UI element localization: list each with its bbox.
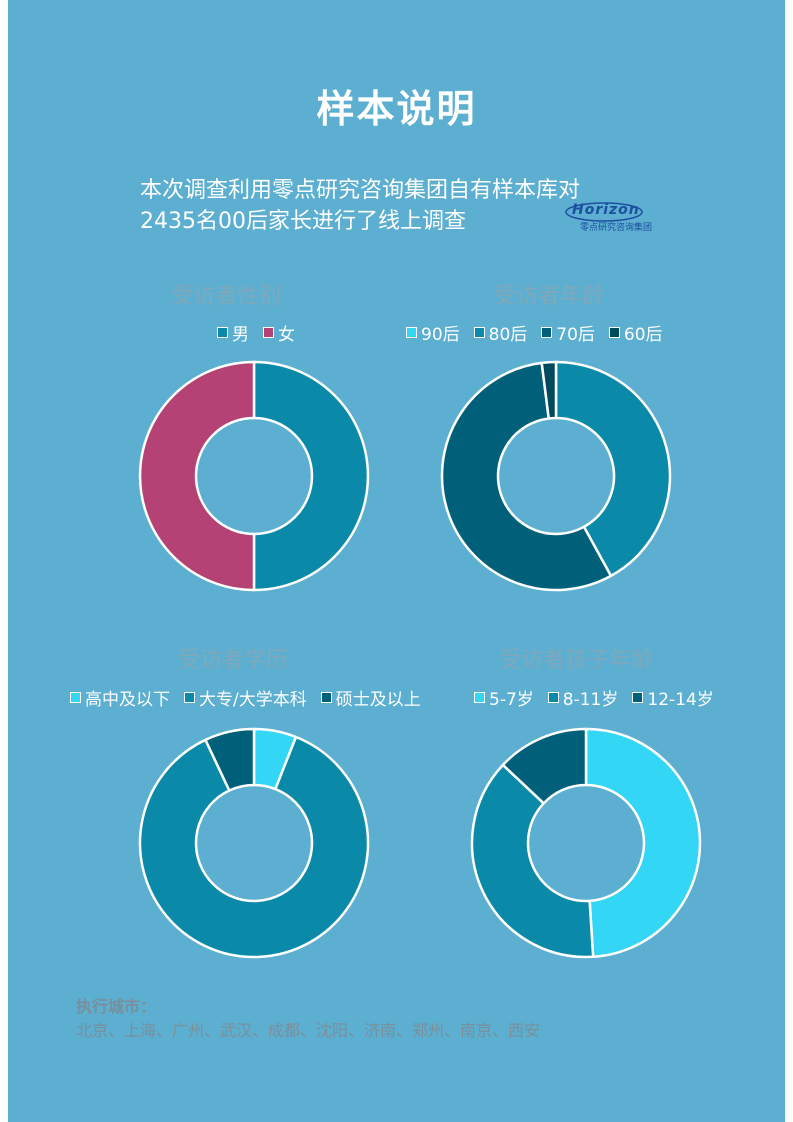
logo-word: Horizon — [572, 202, 640, 218]
donut-slice-女 — [138, 360, 256, 592]
legend-swatch — [184, 692, 195, 703]
legend-gender: 男 女 — [217, 320, 295, 345]
legend-swatch — [632, 692, 644, 703]
cities-list: 北京、上海、广州、武汉、成都、沈阳、济南、郑州、南京、西安 — [76, 1021, 541, 1040]
legend-swatch — [263, 327, 274, 338]
legend-item: 男 — [217, 320, 249, 345]
logo-sub: 零点研究咨询集团 — [580, 223, 653, 233]
donut-slice-80后 — [554, 360, 672, 578]
donut-slice-硕士及以上 — [204, 727, 256, 792]
legend-item: 硕士及以上 — [320, 685, 421, 710]
donut-slice-12-14岁 — [501, 727, 588, 805]
donut-slice-大专/大学本科 — [138, 735, 370, 959]
legend-label: 70后 — [556, 325, 595, 345]
legend-label: 5-7岁 — [489, 690, 534, 710]
legend-swatch — [547, 692, 559, 703]
donut-slice-70后 — [440, 361, 613, 592]
legend-label: 12-14岁 — [647, 690, 714, 710]
legend-item: 90后 — [406, 320, 460, 345]
legend-swatch — [320, 692, 332, 703]
horizon-logo: Horizon 零点研究咨询集团 — [564, 200, 674, 236]
legend-item: 高中及以下 — [70, 685, 170, 710]
donut-chart-education — [138, 727, 370, 959]
legend-label: 80后 — [488, 325, 528, 345]
legend-label: 女 — [278, 325, 295, 345]
legend-item: 8-11岁 — [547, 685, 619, 710]
legend-item: 60后 — [608, 320, 663, 345]
legend-item: 5-7岁 — [474, 685, 534, 710]
donut-slice-8-11岁 — [470, 763, 595, 959]
legend-label: 60后 — [623, 325, 663, 345]
chart-title-age: 受访者年龄 — [494, 284, 605, 309]
legend-swatch — [217, 327, 228, 338]
intro-line-2: 2435名00后家长进行了线上调查 — [140, 209, 466, 234]
legend-swatch — [406, 327, 417, 338]
donut-chart-child-age — [470, 727, 702, 959]
legend-label: 男 — [232, 325, 249, 345]
donut-slice-60后 — [540, 360, 558, 420]
legend-item: 12-14岁 — [632, 685, 714, 710]
cities-label: 执行城市： — [76, 997, 157, 1016]
legend-item: 女 — [263, 320, 295, 345]
legend-education: 高中及以下 大专/大学本科 硕士及以上 — [70, 685, 421, 710]
legend-label: 大专/大学本科 — [199, 690, 307, 710]
legend-age: 90后 80后 70后 60后 — [406, 320, 663, 345]
donut-slice-5-7岁 — [584, 727, 702, 959]
legend-swatch — [474, 692, 485, 703]
legend-swatch — [473, 327, 485, 338]
legend-item: 大专/大学本科 — [184, 685, 307, 710]
legend-swatch — [70, 692, 81, 703]
page: 样本说明 本次调查利用零点研究咨询集团自有样本库对 2435名00后家长进行了线… — [8, 0, 785, 1122]
donut-chart-gender — [138, 360, 370, 592]
legend-item: 70后 — [541, 320, 595, 345]
chart-title-education: 受访者学历 — [178, 648, 289, 673]
legend-label: 90后 — [421, 325, 460, 345]
legend-child-age: 5-7岁 8-11岁 12-14岁 — [474, 685, 714, 710]
chart-title-child-age: 受访者孩子年龄 — [499, 648, 654, 673]
donut-slice-男 — [252, 360, 370, 592]
legend-label: 硕士及以上 — [335, 690, 421, 710]
page-title: 样本说明 — [316, 87, 477, 131]
legend-label: 高中及以下 — [85, 690, 170, 710]
legend-item: 80后 — [473, 320, 528, 345]
donut-chart-age — [440, 360, 672, 592]
legend-swatch — [608, 327, 620, 338]
logo-swoosh-icon — [565, 202, 643, 222]
legend-swatch — [541, 327, 553, 338]
intro-line-1: 本次调查利用零点研究咨询集团自有样本库对 — [140, 178, 581, 203]
legend-label: 8-11岁 — [562, 690, 619, 710]
chart-title-gender: 受访者性别 — [171, 284, 282, 309]
